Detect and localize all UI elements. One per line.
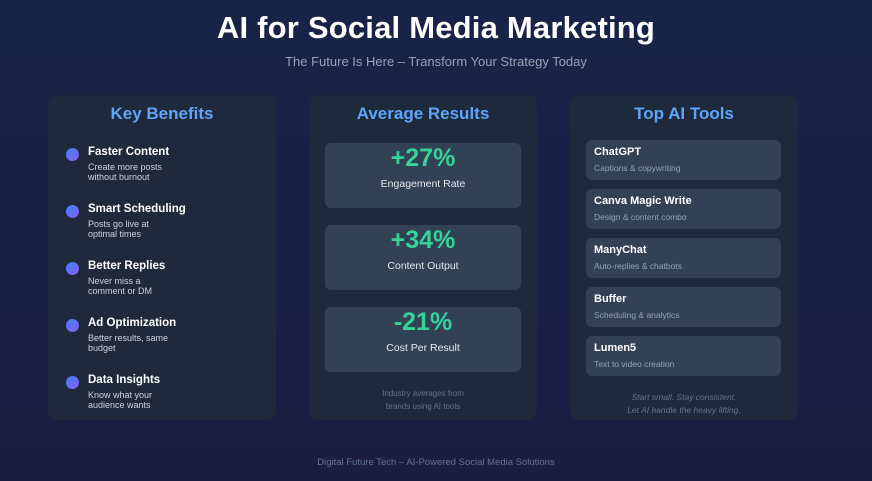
- tools-tagline: Start small. Stay consistent. Let AI han…: [570, 391, 798, 417]
- stat-box-engagement: +27% Engagement Rate: [325, 143, 521, 208]
- tagline-line1: Start small. Stay consistent.: [631, 392, 737, 402]
- tool-item-manychat: ManyChat Auto-replies & chatbots: [586, 238, 781, 278]
- key-benefits-card: Key Benefits Faster Content Create more …: [48, 95, 276, 420]
- stat-value: +27%: [390, 144, 456, 172]
- tool-name: Canva Magic Write: [594, 195, 692, 207]
- bullet-dot-icon: [66, 148, 79, 161]
- benefit-desc: Create more posts without burnout: [88, 162, 163, 182]
- stat-box-cost-per-result: -21% Cost Per Result: [325, 307, 521, 372]
- benefit-title: Data Insights: [88, 374, 161, 386]
- page-subtitle: The Future Is Here – Transform Your Stra…: [285, 54, 587, 69]
- top-ai-tools-card: Top AI Tools ChatGPT Captions & copywrit…: [570, 95, 798, 420]
- tool-desc: Auto-replies & chatbots: [594, 261, 682, 271]
- stat-label: Cost Per Result: [386, 342, 460, 354]
- benefit-desc: Posts go live at optimal times: [88, 219, 150, 239]
- results-note-line2: brands using AI tools: [385, 402, 461, 411]
- bullet-dot-icon: [66, 262, 79, 275]
- stat-label: Engagement Rate: [380, 178, 466, 190]
- tool-desc: Design & content combo: [594, 212, 687, 222]
- benefit-desc: Better results, same budget: [88, 333, 169, 353]
- tool-desc: Text to video creation: [594, 359, 675, 369]
- card-title: Top AI Tools: [634, 104, 734, 123]
- stat-box-content-output: +34% Content Output: [325, 225, 521, 290]
- tool-desc: Scheduling & analytics: [594, 310, 680, 320]
- bullet-dot-icon: [66, 376, 79, 389]
- benefit-title: Better Replies: [88, 260, 166, 272]
- tool-item-chatgpt: ChatGPT Captions & copywriting: [586, 140, 781, 180]
- average-results-card: Average Results +27% Engagement Rate +34…: [309, 95, 537, 420]
- tool-name: Buffer: [594, 293, 627, 305]
- tool-desc: Captions & copywriting: [594, 163, 681, 173]
- tool-item-buffer: Buffer Scheduling & analytics: [586, 287, 781, 327]
- stat-value: -21%: [393, 308, 453, 336]
- benefit-title: Ad Optimization: [88, 317, 177, 329]
- stat-value: +34%: [390, 226, 456, 254]
- benefit-title: Faster Content: [88, 146, 170, 158]
- tool-item-lumen5: Lumen5 Text to video creation: [586, 336, 781, 376]
- tool-name: ManyChat: [594, 244, 647, 256]
- card-title: Key Benefits: [110, 104, 214, 123]
- tagline-line2: Let AI handle the heavy lifting.: [627, 405, 741, 415]
- benefit-desc: Know what your audience wants: [88, 390, 153, 410]
- tool-item-canva: Canva Magic Write Design & content combo: [586, 189, 781, 229]
- benefit-desc: Never miss a comment or DM: [88, 276, 153, 296]
- tool-name: Lumen5: [594, 342, 637, 354]
- page-title: AI for Social Media Marketing: [216, 10, 656, 45]
- card-title: Average Results: [356, 104, 490, 123]
- benefit-title: Smart Scheduling: [88, 203, 186, 215]
- bullet-dot-icon: [66, 319, 79, 332]
- bullet-dot-icon: [66, 205, 79, 218]
- stat-label: Content Output: [387, 260, 459, 272]
- tool-name: ChatGPT: [594, 146, 642, 158]
- footer-text: Digital Future Tech – AI-Powered Social …: [317, 457, 555, 468]
- results-note-line1: Industry averages from: [382, 389, 464, 398]
